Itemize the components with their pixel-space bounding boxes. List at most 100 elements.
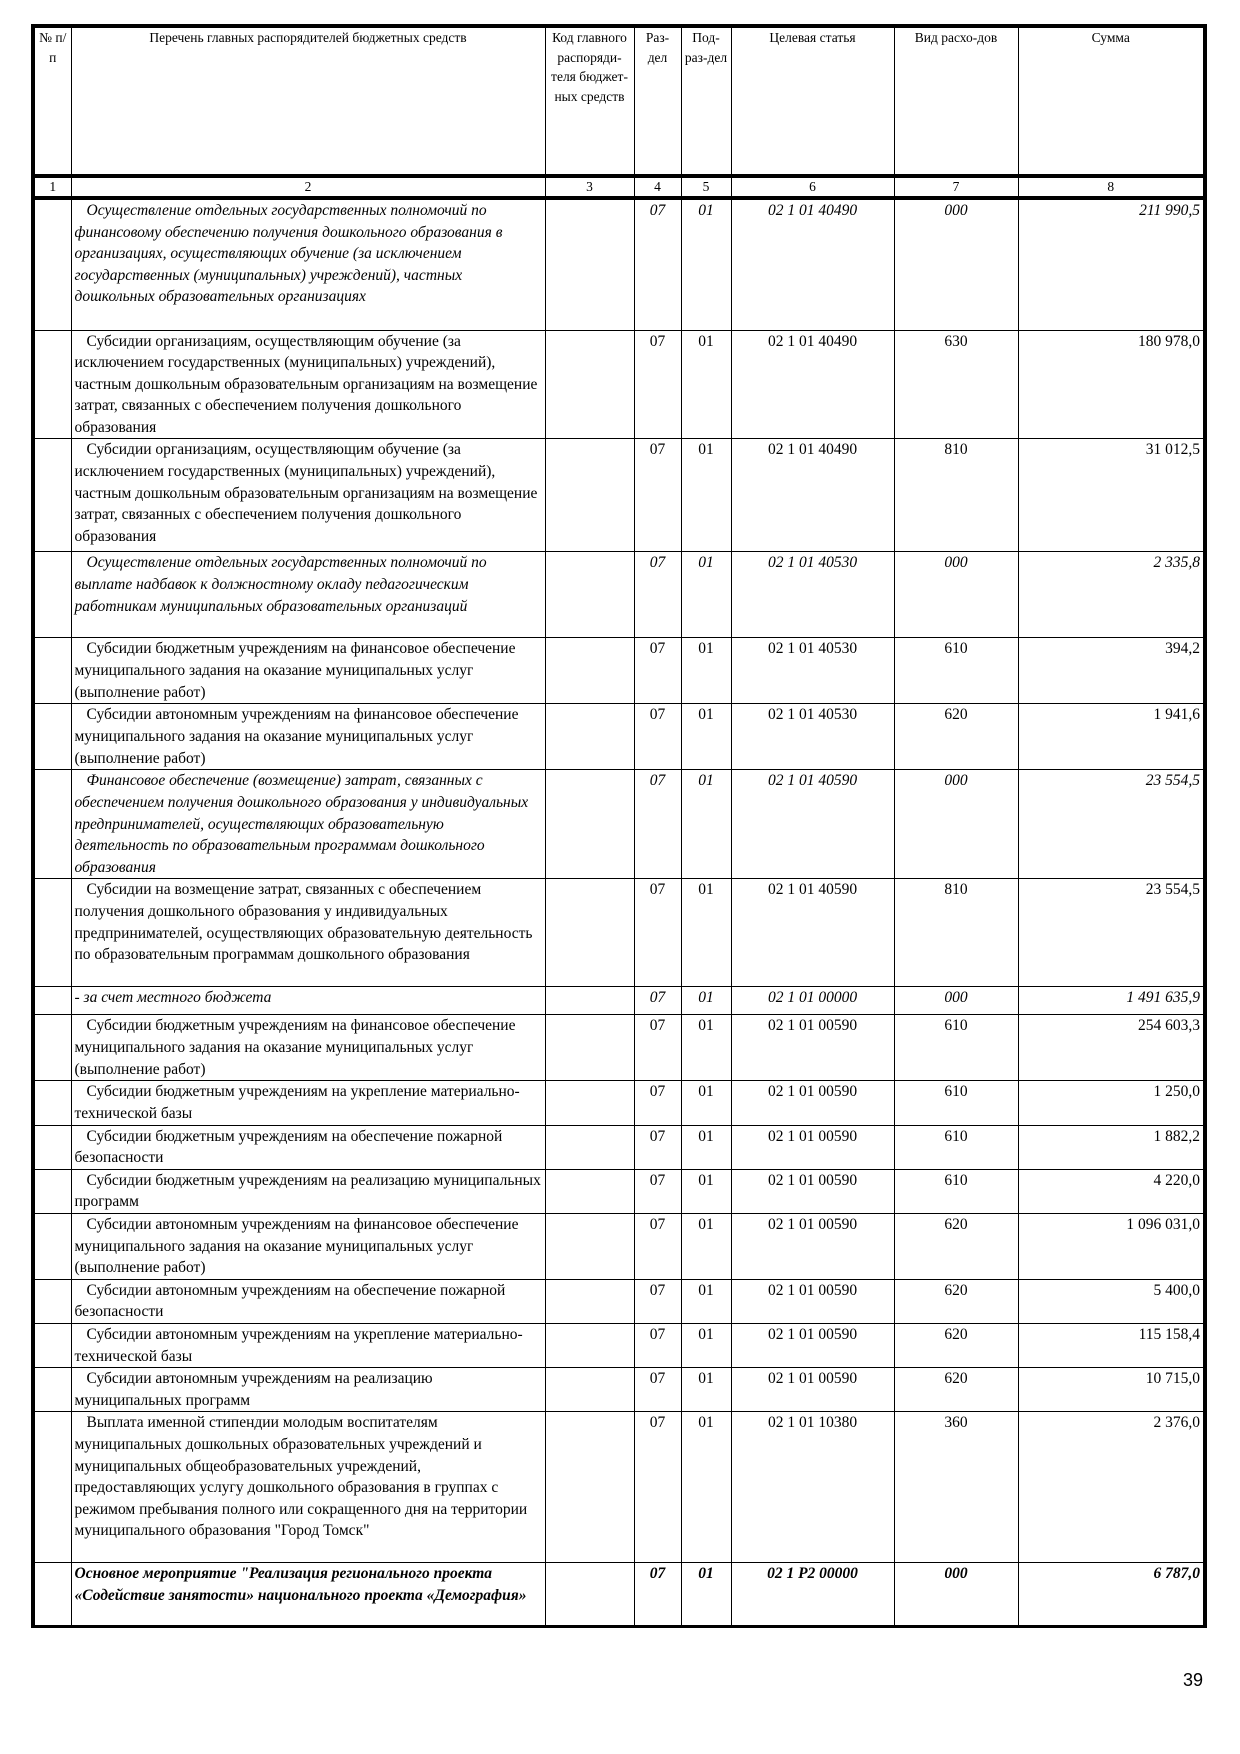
row-expense-type: 620	[893, 703, 1019, 771]
row-target: 02 1 01 00590	[730, 1322, 895, 1369]
column-number: 2	[70, 174, 546, 200]
row-target: 02 1 01 00000	[730, 986, 895, 1016]
row-podrazdel: 01	[680, 1367, 732, 1413]
header-code: Код главного распоряди-теля бюджет-ных с…	[544, 24, 635, 177]
column-number: 8	[1017, 174, 1206, 200]
row-podrazdel: 01	[680, 1080, 732, 1126]
row-razdel: 07	[633, 703, 682, 771]
row-number	[32, 703, 72, 771]
row-code	[544, 1562, 635, 1629]
row-razdel: 07	[633, 1562, 682, 1629]
row-expense-type: 620	[893, 1367, 1019, 1413]
row-sum: 31 012,5	[1017, 438, 1206, 553]
row-number	[32, 1562, 72, 1629]
row-target: 02 1 01 40590	[730, 878, 895, 988]
column-number: 3	[544, 174, 635, 200]
row-expense-type: 000	[893, 551, 1019, 639]
row-podrazdel: 01	[680, 1213, 732, 1280]
row-razdel: 07	[633, 1278, 682, 1324]
row-number	[32, 1168, 72, 1215]
row-sum: 5 400,0	[1017, 1278, 1206, 1324]
row-sum: 254 603,3	[1017, 1014, 1206, 1082]
row-expense-type: 000	[893, 1562, 1019, 1629]
row-target: 02 1 01 40590	[730, 769, 895, 880]
row-number	[32, 637, 72, 705]
header-sum: Сумма	[1017, 24, 1206, 177]
row-razdel: 07	[633, 197, 682, 331]
row-target: 02 1 01 00590	[730, 1213, 895, 1280]
row-name: Субсидии бюджетным учреждениям на укрепл…	[70, 1080, 546, 1126]
row-sum: 115 158,4	[1017, 1322, 1206, 1369]
row-name: Субсидии автономным учреждениям на финан…	[70, 703, 546, 771]
row-razdel: 07	[633, 1213, 682, 1280]
table-row: Субсидии бюджетным учреждениям на обеспе…	[32, 1124, 1206, 1170]
row-expense-type: 610	[893, 1168, 1019, 1215]
row-razdel: 07	[633, 438, 682, 553]
table-row: Субсидии бюджетным учреждениям на финанс…	[32, 637, 1206, 705]
row-podrazdel: 01	[680, 986, 732, 1016]
table-row: Субсидии на возмещение затрат, связанных…	[32, 878, 1206, 988]
header-razdel: Раз-дел	[633, 24, 682, 177]
row-name: - за счет местного бюджета	[70, 986, 546, 1016]
table-row: Субсидии автономным учреждениям на обесп…	[32, 1278, 1206, 1324]
row-podrazdel: 01	[680, 637, 732, 705]
row-sum: 2 335,8	[1017, 551, 1206, 639]
header-target: Целевая статья	[730, 24, 895, 177]
row-podrazdel: 01	[680, 1168, 732, 1215]
row-razdel: 07	[633, 1411, 682, 1564]
row-code	[544, 1080, 635, 1126]
row-sum: 6 787,0	[1017, 1562, 1206, 1629]
row-target: 02 1 P2 00000	[730, 1562, 895, 1629]
table-row: Основное мероприятие "Реализация региона…	[32, 1562, 1206, 1629]
row-target: 02 1 01 40530	[730, 637, 895, 705]
row-podrazdel: 01	[680, 1322, 732, 1369]
row-code	[544, 1322, 635, 1369]
row-number	[32, 438, 72, 553]
row-code	[544, 551, 635, 639]
row-name: Субсидии бюджетным учреждениям на обеспе…	[70, 1124, 546, 1170]
row-name: Субсидии на возмещение затрат, связанных…	[70, 878, 546, 988]
row-sum: 1 096 031,0	[1017, 1213, 1206, 1280]
row-number	[32, 551, 72, 639]
row-sum: 4 220,0	[1017, 1168, 1206, 1215]
row-sum: 10 715,0	[1017, 1367, 1206, 1413]
row-razdel: 07	[633, 878, 682, 988]
row-razdel: 07	[633, 1367, 682, 1413]
header-expense-type: Вид расхо-дов	[893, 24, 1019, 177]
row-sum: 23 554,5	[1017, 769, 1206, 880]
row-target: 02 1 01 40490	[730, 329, 895, 440]
row-expense-type: 810	[893, 878, 1019, 988]
row-podrazdel: 01	[680, 1411, 732, 1564]
row-code	[544, 1367, 635, 1413]
header-name: Перечень главных распорядителей бюджетны…	[70, 24, 546, 177]
row-sum: 1 882,2	[1017, 1124, 1206, 1170]
table-row: Субсидии бюджетным учреждениям на укрепл…	[32, 1080, 1206, 1126]
row-name: Субсидии организациям, осуществляющим об…	[70, 329, 546, 440]
row-sum: 2 376,0	[1017, 1411, 1206, 1564]
row-number	[32, 329, 72, 440]
row-target: 02 1 01 40530	[730, 703, 895, 771]
row-number	[32, 1213, 72, 1280]
row-expense-type: 000	[893, 197, 1019, 331]
row-sum: 1 941,6	[1017, 703, 1206, 771]
row-razdel: 07	[633, 1014, 682, 1082]
row-podrazdel: 01	[680, 1278, 732, 1324]
row-podrazdel: 01	[680, 329, 732, 440]
table-row: Выплата именной стипендии молодым воспит…	[32, 1411, 1206, 1564]
column-number-row: 1 2 3 4 5 6 7 8	[32, 174, 1206, 200]
row-number	[32, 1080, 72, 1126]
row-podrazdel: 01	[680, 1562, 732, 1629]
header-row: № п/п Перечень главных распорядителей бю…	[32, 24, 1206, 177]
budget-table: № п/п Перечень главных распорядителей бю…	[31, 24, 1207, 1629]
table-row: Субсидии автономным учреждениям на реали…	[32, 1367, 1206, 1413]
row-expense-type: 620	[893, 1322, 1019, 1369]
table-row: Осуществление отдельных государственных …	[32, 551, 1206, 639]
table-row: Субсидии автономным учреждениям на финан…	[32, 1213, 1206, 1280]
row-code	[544, 769, 635, 880]
row-sum: 1 250,0	[1017, 1080, 1206, 1126]
row-razdel: 07	[633, 551, 682, 639]
row-target: 02 1 01 40490	[730, 438, 895, 553]
table-row: Субсидии автономным учреждениям на финан…	[32, 703, 1206, 771]
row-name: Субсидии автономным учреждениям на финан…	[70, 1213, 546, 1280]
page-number: 39	[1183, 1670, 1204, 1690]
